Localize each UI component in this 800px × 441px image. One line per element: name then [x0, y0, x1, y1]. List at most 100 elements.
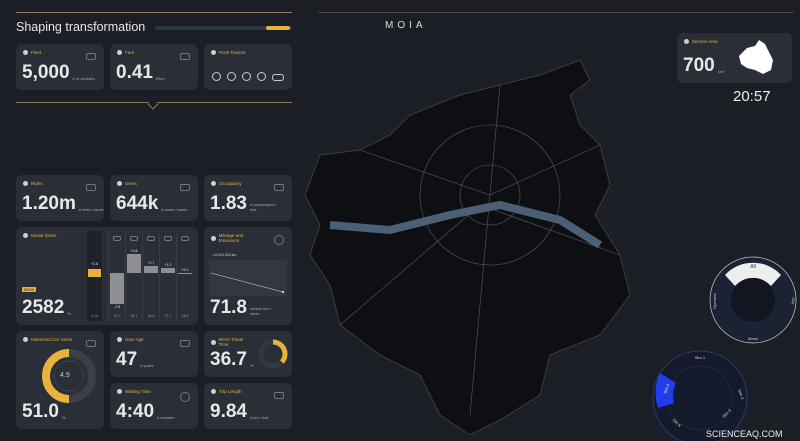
mileage-card[interactable]: Mileage and Emissions -14,944,403 km 71.… — [204, 227, 292, 325]
watermark: SCIENCEAQ.COM — [706, 429, 783, 439]
transport-mode-icon — [113, 236, 121, 241]
ring-segment-sim-4 — [655, 373, 676, 408]
modal-column: +0.1 15.5 — [176, 231, 192, 321]
simulation-ring[interactable]: Sim 1 Sim 2 Sim 3 Sim 4 Sim 5 — [650, 348, 750, 441]
route-icon — [274, 392, 284, 399]
unit: # users / week — [161, 207, 188, 212]
check-icon — [117, 50, 122, 55]
unit: # minutes — [157, 415, 175, 420]
fleet-value: 5,000 — [22, 62, 70, 83]
ring-label-sim-1: Sim 1 — [695, 355, 706, 360]
card-label: Modal Share — [31, 233, 57, 238]
ring-label-all: All — [750, 264, 756, 270]
trip-length-card[interactable]: Trip Length 9.84 # km / ride — [204, 383, 292, 429]
service-area-card[interactable]: Service Area 700 km² — [677, 33, 792, 83]
modal-share-bars: -7.8 31.9 +4.8 28.1 +1.7 16.5 +1.2 27.7 +0.1 15.5 — [108, 231, 194, 321]
modal-base-label: 15.5 — [181, 314, 189, 318]
person-icon — [180, 340, 190, 347]
rides-card[interactable]: Rides 1.20m # rides / week — [16, 175, 104, 221]
passengers-icon — [274, 184, 284, 191]
parking-icon[interactable] — [227, 72, 236, 81]
waiting-value: 4:40 — [116, 401, 155, 422]
chevron-down-icon[interactable] — [147, 98, 159, 110]
push-factor-icons — [212, 72, 284, 81]
fare-card[interactable]: Fare 0.41 €/km — [110, 44, 198, 90]
modal-column: -7.8 31.9 — [108, 231, 124, 321]
mileage-line — [210, 272, 284, 293]
unit: vehicle km / week — [249, 306, 272, 316]
hamburg-map[interactable] — [300, 55, 630, 435]
car-icon — [86, 340, 96, 347]
modal-delta-bar — [178, 272, 192, 274]
users-value: 644k — [116, 193, 159, 214]
ring-label-sim-3: Sim 3 — [721, 407, 732, 418]
ring-label-operator: Operator — [712, 292, 717, 308]
users-icon — [180, 184, 190, 191]
car-users-center: 4.9 — [60, 372, 70, 379]
mileage-chart — [209, 260, 287, 296]
card-label: Trip Length — [219, 389, 242, 394]
progress-fill — [266, 26, 290, 30]
users-card[interactable]: Users 644k # users / week — [110, 175, 198, 221]
speed-limit-icon[interactable] — [257, 72, 266, 81]
waiting-time-card[interactable]: Waiting Time 4:40 # minutes — [110, 383, 198, 429]
travel-time-donut — [258, 339, 288, 369]
check-icon — [211, 389, 216, 394]
modal-base-label: 16.5 — [147, 314, 155, 318]
fleet-card[interactable]: Fleet 5,000 # of vehicles — [16, 44, 104, 90]
fare-value: 0.41 — [116, 62, 153, 83]
check-icon — [23, 337, 28, 342]
mileage-point — [282, 291, 284, 293]
page-title: Shaping transformation — [16, 20, 146, 34]
ring-segment-all — [725, 262, 781, 286]
unit: # passengers / ride — [249, 202, 277, 212]
modal-column: +1.2 27.7 — [159, 231, 175, 321]
moia-delta: +2.6 — [91, 262, 98, 266]
unit: # of vehicles — [72, 76, 95, 81]
card-label: Fleet — [31, 50, 42, 55]
card-label: Users — [125, 181, 137, 186]
push-factors-card[interactable]: Push Factors — [204, 44, 292, 90]
user-age-card[interactable]: User Age 47 # years — [110, 331, 198, 377]
ring-label-sim-2: Sim 2 — [737, 389, 745, 401]
modal-share-card[interactable]: Modal Share MOIA 2582% +2.6 2.10 -7.8 31.… — [16, 227, 198, 325]
gauge-icon — [274, 235, 284, 245]
modal-delta-bar — [144, 266, 158, 273]
ring-label-sim-4: Sim 4 — [662, 382, 670, 394]
card-label: Occupancy — [219, 181, 242, 186]
service-area-value: 700 — [683, 55, 715, 76]
scenario-ring[interactable]: All City Mean Operator — [708, 255, 798, 345]
travel-time-card[interactable]: MOIA Travel Time 36.7% — [204, 331, 292, 377]
unit: % — [67, 311, 71, 316]
check-icon — [117, 181, 122, 186]
modal-column: +1.7 16.5 — [142, 231, 158, 321]
hamburg-shape-icon — [739, 40, 773, 74]
occupancy-card[interactable]: Occupancy 1.83 # passengers / ride — [204, 175, 292, 221]
stopwatch-icon — [180, 392, 190, 402]
card-label: Motorized Car Users — [31, 337, 73, 342]
elbe-river — [329, 200, 603, 249]
check-icon — [211, 339, 216, 345]
card-label: Push Factors — [219, 50, 246, 55]
card-label: User Age — [125, 337, 144, 342]
card-label: Waiting Time — [125, 389, 151, 394]
modal-delta-bar — [161, 268, 175, 273]
no-entry-icon[interactable] — [212, 72, 221, 81]
mileage-value: 71.8 — [210, 297, 247, 318]
progress-bar[interactable] — [155, 26, 292, 30]
check-icon — [211, 235, 216, 241]
clock: 20:57 — [733, 88, 771, 105]
modal-base-label: 27.7 — [164, 314, 172, 318]
transport-mode-icon — [164, 236, 172, 241]
modal-delta-label: +0.1 — [181, 267, 189, 272]
modal-delta-bar — [127, 253, 141, 273]
check-icon — [117, 389, 122, 394]
rides-icon — [86, 184, 96, 191]
van-icon — [86, 53, 96, 60]
car-users-card[interactable]: Motorized Car Users 4.9 51.0% — [16, 331, 104, 429]
occupancy-value: 1.83 — [210, 193, 247, 214]
wheel-icon[interactable] — [242, 72, 251, 81]
travel-time-arc — [272, 339, 288, 364]
car-icon[interactable] — [272, 74, 284, 81]
moia-logo: MOIA — [385, 20, 427, 31]
